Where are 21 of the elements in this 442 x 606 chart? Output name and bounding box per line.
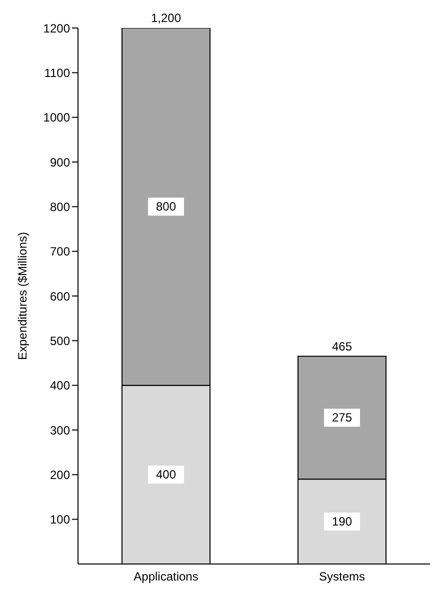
y-tick-label: 400 — [50, 378, 70, 393]
y-tick-label: 600 — [50, 289, 70, 304]
data-label: 800 — [156, 200, 176, 214]
x-tick-label: Systems — [318, 570, 366, 584]
y-tick-label: 900 — [50, 155, 70, 170]
total-label: 465 — [332, 339, 352, 354]
y-tick-label: 700 — [50, 244, 70, 259]
y-tick-label: 300 — [50, 423, 70, 438]
y-tick-label: 1200 — [43, 21, 70, 36]
y-tick-label: 100 — [50, 512, 70, 527]
y-tick-label: 800 — [50, 200, 70, 214]
data-label: 400 — [156, 468, 176, 482]
data-label: 275 — [332, 410, 352, 425]
data-label: 190 — [332, 514, 352, 529]
y-tick-label: 500 — [50, 334, 70, 348]
x-tick-label: Applications — [134, 570, 198, 584]
y-tick-label: 1100 — [44, 66, 70, 80]
y-tick-label: 200 — [50, 468, 70, 482]
y-tick-label: 1000 — [43, 110, 70, 125]
y-axis-title: Expenditures ($Millions) — [15, 232, 30, 360]
total-label: 1,200 — [150, 11, 182, 25]
